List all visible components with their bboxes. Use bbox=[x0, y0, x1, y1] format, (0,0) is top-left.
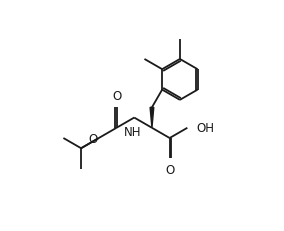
Text: NH: NH bbox=[124, 125, 141, 138]
Text: O: O bbox=[165, 163, 174, 176]
Text: OH: OH bbox=[196, 122, 214, 135]
Text: O: O bbox=[88, 133, 97, 146]
Polygon shape bbox=[150, 108, 154, 128]
Text: O: O bbox=[112, 90, 121, 103]
